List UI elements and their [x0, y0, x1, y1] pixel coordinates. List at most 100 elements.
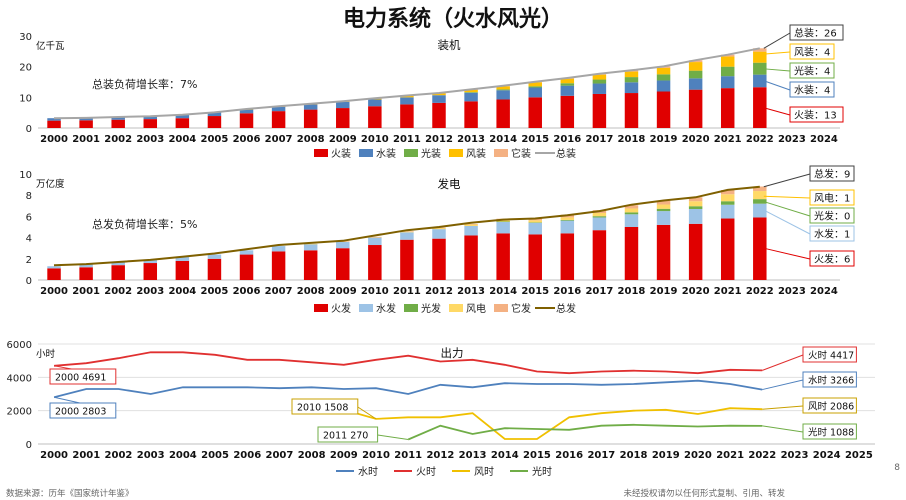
x-tick-label: 2001	[72, 450, 100, 461]
bar-segment	[624, 227, 639, 280]
x-tick-label: 2021	[714, 286, 742, 297]
bar-segment	[528, 220, 542, 223]
page-number: 8	[894, 463, 900, 473]
y-axis-unit: 万亿度	[36, 178, 65, 190]
annotation-label: 水时 3266	[808, 375, 854, 387]
bar-segment	[464, 225, 478, 236]
bar-segment	[47, 266, 61, 269]
x-tick-label: 2005	[201, 450, 229, 461]
bar-segment	[47, 118, 61, 121]
bar-segment	[720, 66, 735, 77]
legend-label: 火装	[331, 147, 351, 160]
annotation-leader	[377, 434, 409, 440]
bar-segment	[143, 119, 158, 128]
bar-segment	[528, 222, 542, 235]
bar-segment	[688, 206, 703, 209]
bar-segment	[175, 118, 190, 128]
bar-segment	[432, 229, 446, 239]
bar-segment	[592, 217, 607, 231]
x-tick-label: 2024	[810, 134, 838, 145]
bar-segment	[207, 258, 222, 280]
bar-segment	[239, 113, 254, 128]
bar-segment	[688, 70, 703, 79]
annotation-box	[802, 346, 857, 363]
annotation-leader	[762, 425, 804, 433]
legend-label: 水装	[376, 147, 396, 160]
x-tick-label: 2018	[620, 450, 648, 461]
x-tick-label: 2020	[684, 450, 712, 461]
x-tick-label: 2009	[329, 286, 357, 297]
bar-segment	[560, 219, 575, 221]
x-tick-label: 2002	[104, 286, 132, 297]
bar-segment	[688, 197, 703, 202]
bar-segment	[368, 106, 382, 128]
x-tick-label: 2013	[457, 286, 485, 297]
callout-leader	[763, 32, 791, 49]
bar-segment	[496, 221, 510, 234]
bar-segment	[592, 213, 607, 217]
callout-box	[789, 24, 844, 41]
bar-segment	[753, 87, 767, 128]
x-tick-label: 2025	[845, 450, 873, 461]
bar-segment	[720, 201, 735, 205]
legend-label: 光时	[532, 465, 552, 478]
x-tick-label: 2016	[553, 134, 581, 145]
legend-swatch	[314, 304, 328, 312]
x-tick-label: 2003	[136, 286, 164, 297]
x-tick-label: 2018	[618, 286, 646, 297]
callout-label: 总发：9	[814, 168, 850, 181]
series-line	[54, 351, 763, 375]
bar-segment	[111, 119, 125, 128]
annotation-box	[802, 423, 857, 440]
bar-segment	[464, 89, 478, 93]
legend-swatch	[449, 304, 463, 312]
bar-segment	[753, 74, 767, 88]
x-tick-label: 2001	[72, 134, 100, 145]
x-tick-label: 2010	[361, 134, 389, 145]
legend-label: 水时	[358, 466, 378, 478]
x-tick-label: 2023	[781, 450, 809, 461]
x-tick-label: 2009	[329, 134, 357, 145]
bar-segment	[79, 120, 93, 128]
bar-segment	[111, 261, 125, 266]
callout-leader	[763, 209, 811, 235]
y-tick-label: 0	[26, 440, 32, 451]
bar-segment	[528, 87, 542, 98]
x-tick-label: 2004	[168, 134, 196, 145]
x-tick-label: 2017	[585, 286, 613, 297]
bar-segment	[720, 88, 735, 128]
x-tick-label: 2008	[297, 134, 325, 145]
bar-segment	[239, 109, 254, 114]
bar-segment	[303, 250, 318, 280]
bar-segment	[432, 102, 446, 128]
bar-segment	[624, 82, 639, 94]
x-tick-label: 2020	[682, 286, 710, 297]
y-tick-label: 10	[19, 93, 32, 104]
legend-label: 它装	[511, 147, 531, 160]
legend-label: 总装	[556, 147, 576, 160]
callout-box	[809, 225, 855, 242]
bar-segment	[753, 217, 767, 280]
x-tick-label: 2014	[491, 450, 519, 461]
bar-segment	[143, 259, 158, 264]
x-tick-label: 2023	[778, 286, 806, 297]
bar-segment	[271, 111, 286, 128]
bar-segment	[720, 76, 735, 89]
annotation-label: 2010 1508	[297, 403, 348, 414]
x-tick-label: 2010	[361, 286, 389, 297]
bar-segment	[720, 194, 735, 202]
annotation-label: 风时 2086	[808, 401, 854, 413]
annotation-box	[49, 368, 117, 385]
bar-segment	[303, 104, 318, 110]
legend-label: 火时	[416, 466, 436, 478]
legend-swatch	[404, 149, 418, 157]
bar-segment	[656, 200, 671, 205]
annotation-box	[802, 397, 857, 414]
legend-label: 光发	[421, 302, 441, 315]
bar-segment	[368, 245, 382, 280]
growth-note: 总发负荷增长率：5%	[92, 217, 197, 231]
callout-label: 火装：13	[794, 109, 837, 122]
series-line	[343, 407, 763, 440]
bar-segment	[79, 264, 93, 268]
x-tick-label: 2011	[393, 134, 421, 145]
